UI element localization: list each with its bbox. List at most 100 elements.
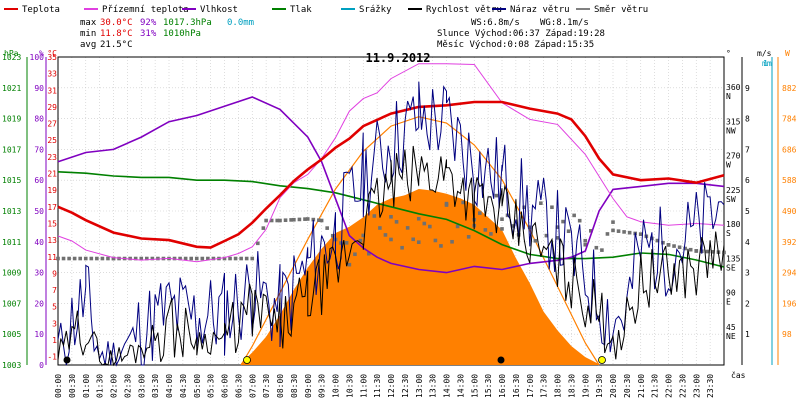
tick-hpa: 1017 — [2, 145, 21, 154]
moonset-marker — [497, 356, 505, 364]
tick-ms: 6 — [745, 176, 750, 185]
stat-min-hum: 31% — [140, 29, 157, 39]
axis-label-pct: % — [39, 49, 44, 58]
stat-ws: WS:6.8m/s — [471, 18, 520, 28]
wind-direction-point — [145, 256, 149, 261]
wind-direction-point — [483, 228, 488, 232]
tick-time: 02:00 — [110, 374, 119, 398]
tick-dir-deg: 270 — [726, 152, 741, 161]
tick-temp: 13 — [47, 236, 57, 245]
wind-direction-point — [305, 217, 310, 221]
wind-direction-point — [561, 219, 565, 224]
wind-direction-point — [405, 226, 410, 230]
wind-direction-point — [394, 220, 399, 224]
wind-direction-point — [303, 217, 307, 221]
wind-direction-point — [500, 227, 504, 231]
wind-direction-point — [244, 256, 249, 261]
tick-hpa: 1019 — [2, 115, 21, 124]
wind-direction-point — [367, 251, 371, 256]
axis-label-mm: mm — [762, 59, 772, 68]
tick-time: 06:30 — [234, 374, 243, 398]
tick-temp: 35 — [47, 53, 57, 62]
wind-direction-point — [611, 228, 615, 233]
wind-direction-point — [416, 216, 421, 221]
tick-time: 07:00 — [248, 374, 257, 398]
wind-direction-point — [527, 225, 532, 230]
tick-time: 03:00 — [137, 374, 146, 398]
wind-direction-point — [572, 213, 576, 218]
tick-time: 04:00 — [165, 374, 174, 398]
wind-direction-point — [450, 239, 454, 244]
wind-direction-point — [56, 256, 60, 261]
wind-direction-point — [178, 256, 182, 261]
tick-time: 01:00 — [82, 374, 91, 398]
tick-temp: 15 — [47, 219, 57, 228]
tick-pct: 20 — [34, 299, 44, 308]
stat-sun: Slunce Východ:06:37 Západ:19:28 — [437, 29, 605, 39]
wind-direction-point — [95, 256, 99, 261]
wind-direction-point — [256, 241, 260, 246]
wind-direction-point — [261, 226, 266, 230]
wind-direction-point — [330, 233, 335, 238]
legend-label: Rychlost větru — [426, 5, 502, 15]
series-humidity — [57, 96, 725, 274]
legend: Teplota Přízemní teplota Vlhkost Tlak Srážky… — [4, 5, 648, 15]
wind-direction-point — [128, 256, 132, 261]
tick-hpa: 1023 — [2, 53, 21, 62]
tick-w: 784 — [782, 115, 797, 124]
tick-temp: 27 — [47, 120, 57, 129]
legend-label: Srážky — [359, 5, 392, 15]
tick-time: 21:30 — [651, 374, 660, 398]
tick-dir-deg: 135 — [726, 254, 741, 263]
series-temperature — [57, 100, 725, 249]
tick-time: 06:00 — [221, 374, 230, 398]
wind-direction-point — [566, 229, 571, 234]
tick-time: 11:30 — [373, 374, 382, 398]
tick-hpa: 1003 — [2, 361, 21, 370]
wind-direction-point — [511, 224, 515, 228]
wind-direction-point — [422, 221, 427, 226]
tick-dir-deg: 315 — [726, 117, 741, 126]
wind-direction-point — [83, 256, 88, 261]
series-solar-radiation — [241, 189, 600, 365]
wind-direction-point — [289, 218, 293, 222]
tick-time: 05:00 — [193, 374, 202, 398]
tick-time: 23:30 — [706, 374, 715, 398]
tick-w: 490 — [782, 207, 797, 216]
wind-direction-point — [61, 256, 66, 261]
tick-time: 07:30 — [262, 374, 271, 398]
tick-temp: 1 — [52, 336, 57, 345]
tick-pct: 90 — [34, 84, 44, 93]
wind-direction-point — [439, 244, 443, 248]
axis-label-ms: m/s — [757, 49, 772, 58]
tick-time: 22:30 — [678, 374, 687, 398]
tick-time: 23:00 — [692, 374, 701, 398]
tick-time: 02:30 — [123, 374, 132, 398]
tick-temp: 23 — [47, 153, 57, 162]
wind-direction-point — [500, 217, 504, 221]
stat-avg-label: avg — [80, 40, 96, 50]
tick-dir-name: S — [726, 229, 731, 238]
wind-direction-point — [655, 238, 660, 243]
stat-max-label: max — [80, 18, 97, 28]
sunrise-marker — [243, 356, 251, 364]
tick-temp: 7 — [52, 286, 57, 295]
wind-direction-point — [211, 256, 216, 261]
tick-time: 00:00 — [54, 374, 63, 398]
tick-time: 08:00 — [276, 374, 285, 398]
wind-direction-point — [722, 250, 726, 255]
tick-hpa: 1011 — [2, 238, 21, 247]
wind-direction-point — [522, 205, 526, 210]
tick-hpa: 1007 — [2, 299, 21, 308]
tick-dir-deg: 360 — [726, 83, 741, 92]
tick-time: 13:30 — [429, 374, 438, 398]
tick-ms: 8 — [745, 115, 750, 124]
wind-direction-point — [583, 242, 588, 247]
wind-direction-point — [605, 232, 610, 236]
tick-time: 17:00 — [526, 374, 535, 398]
tick-temp: 3 — [52, 319, 57, 328]
wind-direction-point — [156, 256, 160, 261]
wind-direction-point — [694, 249, 699, 253]
series-layer — [56, 63, 726, 367]
wind-direction-point — [400, 245, 404, 250]
